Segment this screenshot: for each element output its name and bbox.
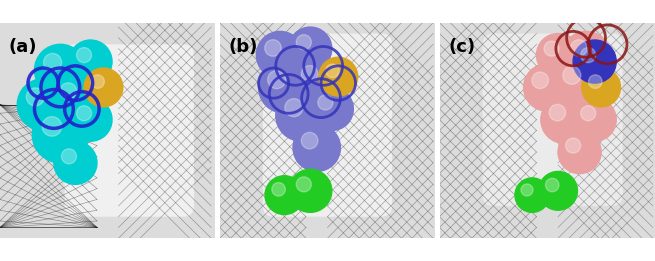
Circle shape bbox=[265, 40, 281, 56]
Circle shape bbox=[581, 48, 596, 63]
Circle shape bbox=[289, 27, 332, 70]
FancyBboxPatch shape bbox=[263, 34, 392, 217]
Circle shape bbox=[43, 53, 62, 72]
FancyBboxPatch shape bbox=[65, 44, 194, 217]
FancyBboxPatch shape bbox=[483, 34, 623, 206]
Circle shape bbox=[296, 35, 311, 50]
Circle shape bbox=[558, 130, 601, 174]
Circle shape bbox=[42, 117, 62, 136]
Circle shape bbox=[77, 48, 92, 63]
Circle shape bbox=[318, 95, 333, 110]
Circle shape bbox=[532, 72, 548, 88]
Circle shape bbox=[546, 178, 559, 192]
Circle shape bbox=[301, 132, 318, 149]
Circle shape bbox=[563, 66, 581, 84]
Circle shape bbox=[310, 87, 353, 130]
Circle shape bbox=[285, 99, 303, 117]
Circle shape bbox=[256, 31, 304, 79]
Circle shape bbox=[582, 68, 620, 107]
Circle shape bbox=[60, 83, 77, 99]
Circle shape bbox=[52, 74, 99, 122]
Circle shape bbox=[293, 57, 341, 105]
Circle shape bbox=[296, 177, 311, 192]
Circle shape bbox=[259, 62, 310, 113]
Circle shape bbox=[69, 98, 112, 141]
Circle shape bbox=[69, 40, 112, 83]
Text: (c): (c) bbox=[448, 38, 476, 56]
Circle shape bbox=[26, 88, 45, 106]
Circle shape bbox=[565, 138, 581, 153]
Circle shape bbox=[573, 98, 616, 141]
Circle shape bbox=[521, 184, 533, 196]
Circle shape bbox=[265, 176, 304, 215]
Circle shape bbox=[515, 178, 550, 212]
Circle shape bbox=[276, 90, 328, 141]
Circle shape bbox=[62, 149, 77, 164]
Circle shape bbox=[538, 171, 578, 210]
Circle shape bbox=[84, 68, 123, 107]
Circle shape bbox=[563, 31, 610, 79]
Circle shape bbox=[523, 64, 571, 111]
Circle shape bbox=[91, 75, 104, 88]
Circle shape bbox=[541, 96, 588, 144]
Circle shape bbox=[293, 124, 341, 171]
Circle shape bbox=[301, 66, 318, 82]
Circle shape bbox=[17, 79, 69, 130]
Circle shape bbox=[32, 107, 88, 163]
Circle shape bbox=[581, 106, 596, 121]
Circle shape bbox=[553, 57, 605, 109]
Circle shape bbox=[77, 106, 92, 121]
Circle shape bbox=[544, 41, 559, 56]
Circle shape bbox=[272, 182, 286, 196]
Circle shape bbox=[326, 64, 339, 78]
Text: (b): (b) bbox=[229, 38, 258, 56]
Circle shape bbox=[571, 40, 588, 56]
Circle shape bbox=[289, 169, 332, 212]
Text: (a): (a) bbox=[9, 38, 37, 56]
Circle shape bbox=[35, 44, 86, 96]
Circle shape bbox=[54, 141, 97, 184]
Circle shape bbox=[268, 71, 286, 89]
Circle shape bbox=[536, 34, 580, 77]
Circle shape bbox=[573, 40, 616, 83]
Circle shape bbox=[589, 75, 602, 88]
Circle shape bbox=[549, 104, 566, 121]
Circle shape bbox=[319, 57, 358, 96]
